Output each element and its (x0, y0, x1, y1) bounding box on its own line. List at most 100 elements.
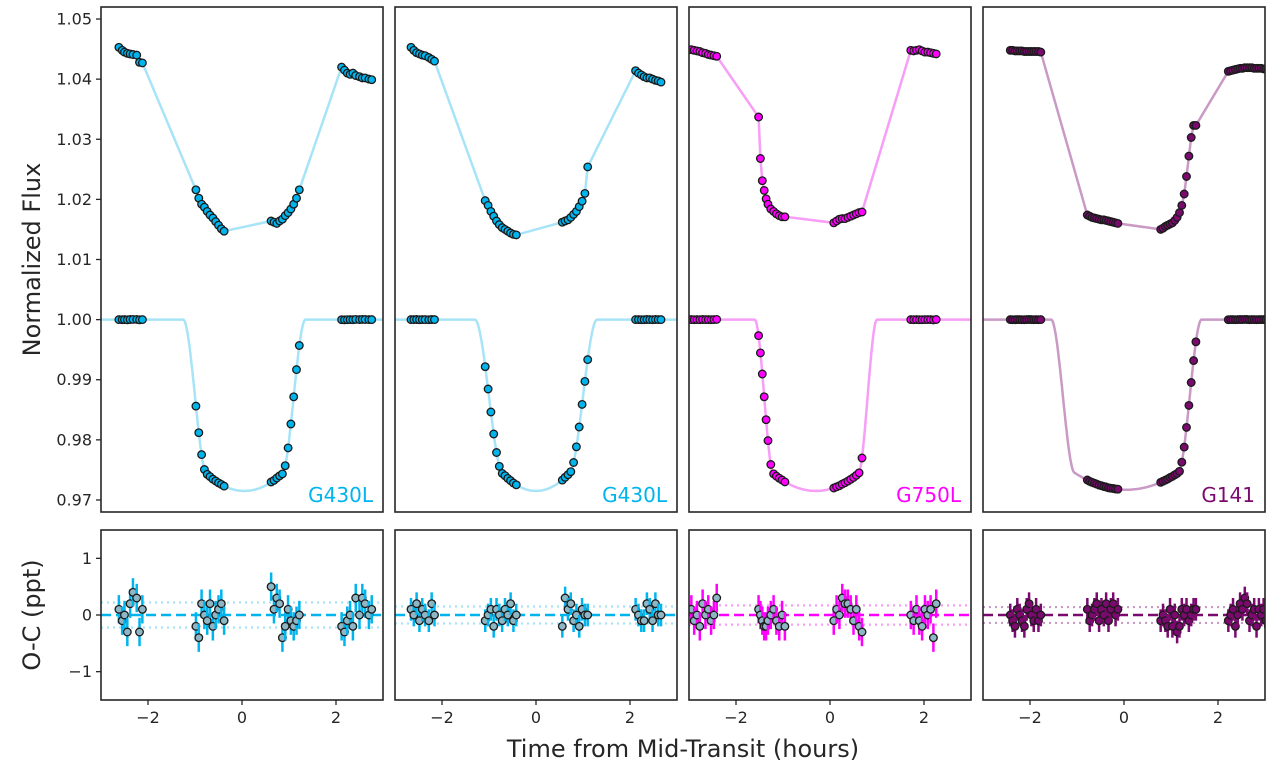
residual-point (367, 604, 377, 614)
detrended-flux-point (766, 460, 776, 469)
residual-plot-area (689, 583, 971, 652)
detrended-flux-point (289, 392, 299, 402)
detrended-flux-point (277, 469, 287, 479)
detrended-flux-point (480, 362, 490, 372)
residual-point (1242, 599, 1252, 609)
flux-ytick-label: 0.97 (56, 490, 92, 509)
detrended-flux-point (197, 450, 207, 460)
xtick-label: 0 (237, 708, 247, 727)
residual-point (1010, 621, 1020, 631)
residual-point (1113, 604, 1123, 614)
residual-point (355, 610, 364, 620)
residual-point (511, 610, 521, 620)
detrended-flux-point (757, 369, 767, 379)
raw-flux-point (367, 75, 377, 85)
residual-point (412, 599, 422, 609)
detrended-flux-point (566, 467, 576, 477)
detrended-flux-point (763, 436, 773, 446)
residual-point (851, 604, 861, 614)
raw-flux-point (137, 58, 147, 68)
flux-panel-frame (982, 6, 1266, 513)
raw-flux-point (1177, 200, 1187, 210)
residual-point (648, 616, 658, 626)
residual-point (583, 610, 593, 620)
detrended-flux-point (137, 315, 147, 325)
residual-point (275, 599, 285, 609)
raw-flux-point (1182, 172, 1191, 181)
raw-flux-point (857, 207, 867, 217)
instrument-label: G750L (896, 483, 962, 507)
raw-flux-point (1179, 189, 1189, 199)
panel-1: G430L 0.97 0.98 0.99 1.00 1.01 1.02 1.03 1.04 1.0… (56, 6, 384, 727)
detrended-flux-point (755, 348, 765, 358)
detrended-flux-point (1182, 422, 1191, 432)
detrended-flux-point (483, 384, 493, 394)
residual-point (1170, 610, 1180, 620)
detrended-flux-point (367, 315, 377, 325)
x-axis-label: Time from Mid-Transit (hours) (506, 735, 859, 763)
residual-point (120, 610, 129, 620)
detrended-flux-point (1189, 356, 1199, 366)
residual-point (489, 621, 499, 631)
detrended-flux-point (854, 468, 864, 478)
detrended-flux-point (1175, 466, 1184, 476)
raw-model-line (691, 48, 937, 225)
detrended-flux-point (489, 429, 499, 439)
xtick-label: 2 (331, 708, 341, 727)
raw-flux-point (931, 49, 941, 59)
flux-ytick-label: 1.04 (56, 70, 92, 89)
residual-point (1252, 621, 1261, 631)
xtick-label: −2 (136, 708, 160, 727)
residual-point (931, 599, 941, 609)
detrended-flux-point (280, 461, 290, 471)
detrended-flux-point (571, 442, 581, 452)
residual-point (1019, 621, 1029, 631)
detrended-flux-point (1184, 400, 1194, 410)
raw-flux-point (1261, 64, 1265, 74)
flux-ytick-label: 1.01 (56, 250, 92, 269)
residual-point (122, 627, 132, 637)
detrended-flux-point (583, 355, 593, 365)
raw-flux-point (754, 112, 764, 122)
residual-point (219, 616, 229, 626)
y-axis-label-residuals: O-C (ppt) (18, 559, 46, 670)
residual-point (639, 616, 649, 626)
residual-point (132, 593, 142, 603)
raw-flux-point (430, 56, 439, 66)
raw-flux-point (1184, 151, 1194, 161)
xtick-label: 2 (1213, 708, 1223, 727)
raw-flux-point (191, 185, 201, 195)
xtick-label: 0 (1119, 708, 1129, 727)
residual-point (834, 610, 844, 620)
detrended-flux-point (1191, 337, 1201, 347)
detrended-flux-point (580, 376, 590, 386)
instrument-label: G141 (1201, 483, 1255, 507)
raw-flux-point (1186, 133, 1196, 142)
detrended-model-line (395, 318, 677, 493)
residual-point (712, 593, 722, 603)
flux-plot-area (983, 45, 1265, 494)
xtick-label: 2 (919, 708, 929, 727)
detrended-flux-point (511, 480, 521, 490)
raw-flux-point (1175, 208, 1184, 218)
flux-plot-area (101, 42, 383, 493)
detrended-flux-point (574, 422, 584, 432)
flux-panel-frame (394, 6, 678, 513)
residual-ytick-label: 1 (82, 549, 92, 568)
xtick-label: −2 (724, 708, 748, 727)
xtick-label: 2 (625, 708, 635, 727)
residual-point (1175, 621, 1184, 631)
detrended-flux-point (486, 407, 496, 417)
residual-point (928, 633, 938, 643)
detrended-flux-point (194, 428, 204, 438)
residual-point (205, 599, 215, 609)
residual-point (280, 621, 290, 631)
raw-flux-point (1113, 218, 1123, 228)
raw-flux-point (219, 226, 229, 236)
residual-plot-area (983, 586, 1265, 644)
detrended-flux-point (656, 315, 666, 325)
detrended-flux-point (712, 314, 722, 324)
flux-ytick-label: 1.05 (56, 10, 92, 29)
residual-point (557, 621, 567, 631)
residual-point (1191, 604, 1201, 614)
